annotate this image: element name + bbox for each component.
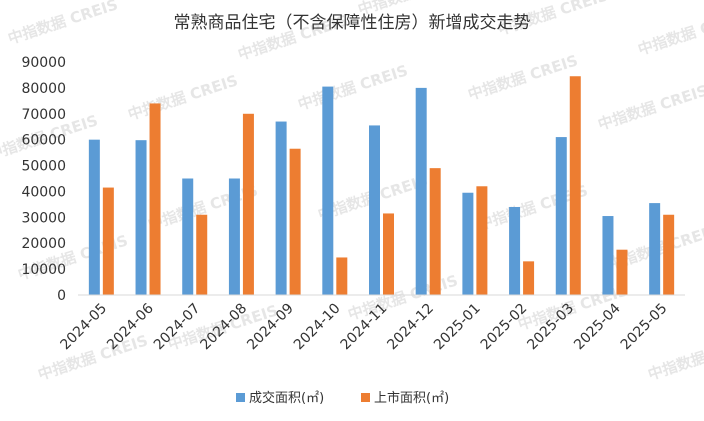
- bar-transaction-area-2025-04: [602, 216, 614, 295]
- bar-listed-area-2025-05: [663, 214, 675, 295]
- y-tick-label: 60000: [21, 133, 66, 149]
- x-tick-label: 2025-05: [618, 301, 671, 354]
- watermark: 中指数据 CREIS: [596, 81, 704, 133]
- bar-transaction-area-2025-05: [649, 203, 661, 295]
- bar-listed-area-2024-06: [149, 103, 161, 295]
- bar-listed-area-2025-02: [523, 261, 535, 295]
- bar-listed-area-2024-10: [336, 257, 348, 295]
- y-tick-label: 50000: [21, 159, 66, 175]
- y-tick-label: 30000: [21, 210, 66, 226]
- legend-swatch: [361, 393, 370, 402]
- bar-transaction-area-2024-06: [135, 140, 147, 295]
- bar-transaction-area-2024-07: [182, 178, 194, 295]
- chart-title: 常熟商品住宅（不含保障性住房）新增成交走势: [174, 12, 531, 33]
- bar-listed-area-2024-05: [102, 187, 114, 295]
- y-tick-label: 10000: [21, 262, 66, 278]
- watermark: 中指数据 CREIS: [116, 0, 230, 4]
- bar-listed-area-2024-07: [196, 214, 208, 295]
- watermark: 中指数据 CREIS: [126, 71, 240, 123]
- watermark: 中指数据 CREIS: [296, 61, 410, 113]
- legend-label: 成交面积(㎡): [249, 390, 324, 406]
- y-tick-label: 90000: [21, 55, 66, 71]
- legend: 成交面积(㎡) 上市面积(㎡): [236, 390, 449, 406]
- bar-transaction-area-2025-03: [555, 137, 567, 295]
- watermark: 中指数据 CREIS: [36, 331, 150, 383]
- bar-transaction-area-2025-01: [462, 192, 474, 295]
- watermark: 中指数据 CREIS: [6, 0, 120, 48]
- watermark: 中指数据 CREIS: [636, 6, 704, 58]
- bar-transaction-area-2024-11: [369, 125, 380, 295]
- bar-transaction-area-2025-02: [509, 206, 521, 295]
- legend-label: 上市面积(㎡): [374, 390, 449, 406]
- bar-transaction-area-2024-05: [88, 139, 100, 295]
- bar-transaction-area-2024-09: [275, 121, 287, 296]
- y-tick-label: 40000: [21, 184, 66, 200]
- series-1: [102, 76, 675, 296]
- legend-item: 成交面积(㎡): [236, 390, 324, 406]
- legend-item: 上市面积(㎡): [361, 390, 449, 406]
- y-tick-label: 80000: [21, 81, 66, 97]
- x-tick-label: 2024-10: [291, 301, 344, 354]
- bars: [88, 76, 675, 296]
- watermark: 中指数据 CREIS: [466, 51, 580, 103]
- x-tick-label: 2025-01: [431, 301, 484, 354]
- legend-swatch: [236, 393, 245, 402]
- bar-listed-area-2025-01: [476, 186, 488, 295]
- bar-transaction-area-2024-08: [228, 178, 240, 295]
- bar-transaction-area-2024-10: [322, 86, 334, 295]
- y-tick-label: 20000: [21, 236, 66, 252]
- watermark: 中指数据 CREIS: [646, 331, 704, 383]
- bar-listed-area-2024-11: [383, 213, 394, 295]
- bar-listed-area-2024-12: [429, 168, 441, 295]
- bar-transaction-area-2024-12: [415, 87, 427, 295]
- y-axis: 0 10000 20000 30000 40000 50000 60000 70000 8000…: [21, 55, 66, 304]
- y-tick-label: 70000: [21, 107, 66, 123]
- bar-listed-area-2025-03: [569, 76, 581, 295]
- bar-listed-area-2025-04: [616, 249, 628, 295]
- bar-listed-area-2024-09: [289, 148, 301, 295]
- y-tick-label: 0: [57, 288, 66, 304]
- bar-listed-area-2024-08: [242, 113, 254, 296]
- series-0: [88, 86, 661, 296]
